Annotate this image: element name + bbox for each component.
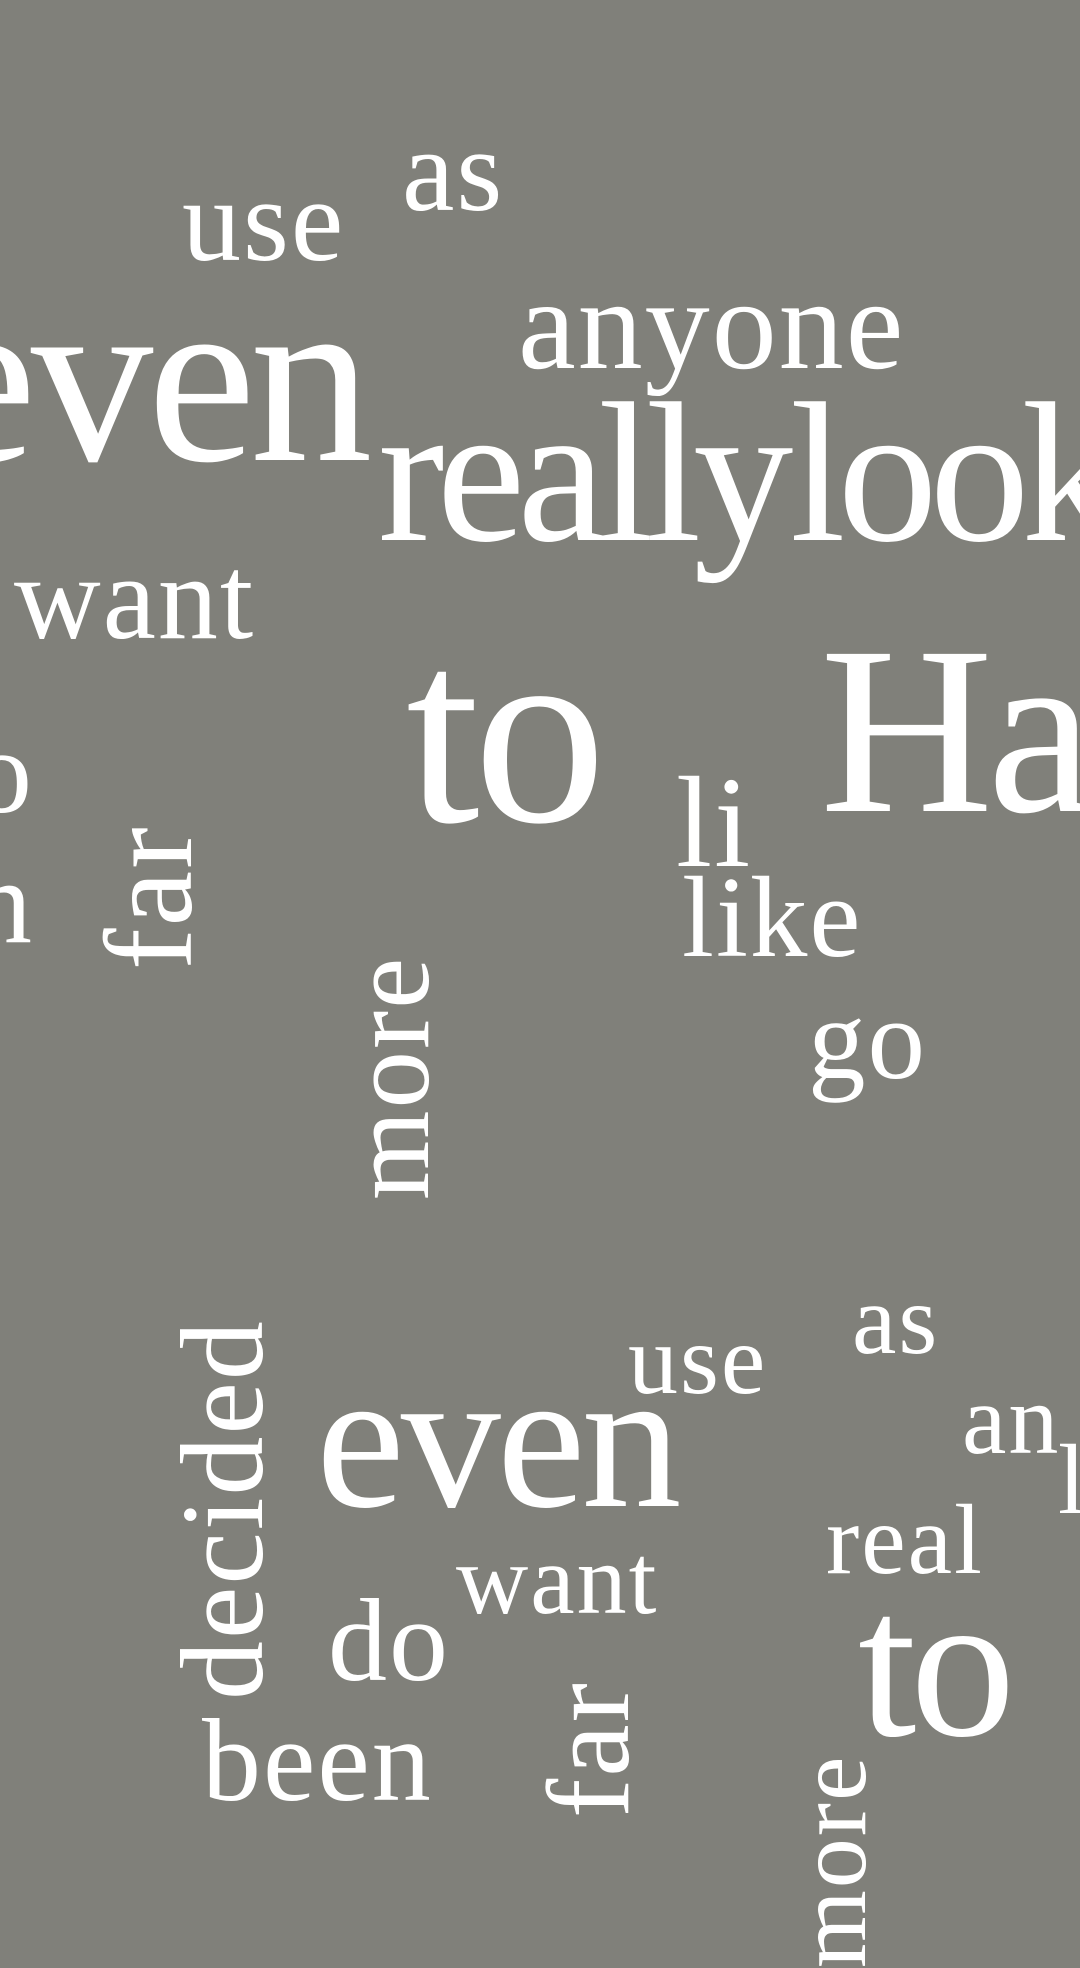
word-really: really [378, 363, 793, 584]
word-li: li [676, 751, 753, 895]
word-has: Has [820, 597, 1080, 863]
word-do-fragment: o [0, 705, 34, 838]
word-far: far [81, 825, 219, 970]
word-decided: decided [157, 1319, 288, 1700]
word-use-2: use [628, 1304, 768, 1415]
word-as: as [402, 105, 505, 236]
word-go: go [808, 976, 927, 1103]
word-anyone: anyone [518, 253, 906, 397]
word-been-fragment: n [0, 835, 34, 968]
word-l-fragment: l [1058, 1424, 1080, 1535]
word-do: do [328, 1575, 450, 1706]
word-really-fragment: real [826, 1484, 984, 1595]
word-even-2: even [316, 1329, 682, 1550]
word-to-2: to [858, 1549, 1015, 1781]
word-been: been [202, 1695, 433, 1826]
word-want: want [14, 531, 256, 664]
word-use: use [182, 155, 346, 286]
word-to: to [406, 586, 606, 879]
word-even: even [0, 242, 372, 513]
word-far-2: far [523, 1681, 654, 1818]
word-more: more [326, 955, 453, 1200]
word-like: like [682, 854, 863, 981]
word-want-2: want [456, 1524, 659, 1635]
word-look: look [790, 363, 1080, 584]
word-as-2: as [852, 1264, 940, 1375]
word-more-2: more [776, 1754, 887, 1968]
word-anyone-fragment: an [962, 1364, 1061, 1475]
